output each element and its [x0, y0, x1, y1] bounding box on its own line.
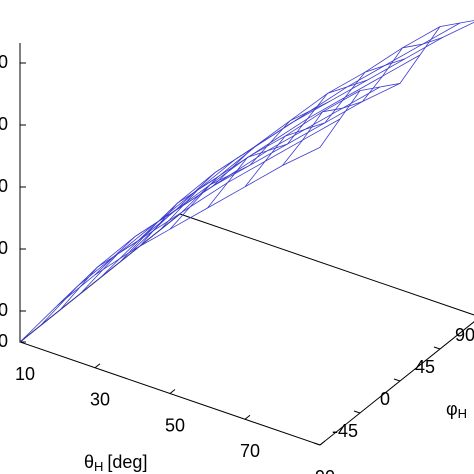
y-tick-label: 90: [455, 325, 474, 345]
z-tick-label: 10: [0, 300, 8, 320]
y-symbol: φ: [446, 399, 458, 419]
z-tick-label: 70: [0, 114, 8, 134]
mesh-line: [282, 37, 443, 166]
mesh-line: [19, 147, 321, 343]
y-sub: H: [458, 406, 467, 421]
mesh-line: [57, 176, 218, 306]
y-tick: [313, 442, 321, 446]
y-tick-label: 45: [415, 357, 435, 377]
x-tick: [169, 389, 176, 394]
x-tick-label: 50: [165, 415, 185, 435]
y-tick: [353, 410, 361, 414]
mesh-line: [79, 86, 381, 295]
mesh-line: [19, 213, 181, 343]
x-tick: [94, 363, 101, 369]
y-axis-title: φH: [446, 399, 467, 422]
y-tick-label: 0: [380, 389, 390, 409]
x-symbol: θ: [84, 452, 94, 472]
y-tick: [433, 346, 441, 350]
y-tick-label: -45: [332, 421, 358, 441]
z-tick-label: 90: [0, 52, 8, 72]
z-tick-label: 50: [0, 176, 8, 196]
x-axis-title: θH [deg]: [84, 452, 147, 474]
y-tick: [393, 378, 401, 382]
base-frame: [18, 213, 474, 446]
x-tick-label: 70: [240, 441, 260, 461]
x-sub: H: [94, 459, 103, 474]
x-tick: [319, 440, 326, 446]
x-tick-label: 30: [90, 390, 110, 410]
x-tick: [244, 414, 251, 420]
mesh-line: [207, 79, 368, 209]
mesh-line: [244, 58, 406, 188]
x-tick-label: 10: [15, 364, 35, 384]
base-back: [179, 213, 474, 316]
z-tick-label: 0: [0, 331, 8, 351]
mesh-line: [319, 20, 474, 148]
mesh-line: [132, 122, 293, 251]
z-tick-label: 30: [0, 238, 8, 258]
x-tick-label: 90: [315, 467, 335, 474]
x-unit: [deg]: [107, 452, 147, 472]
mesh-line: [169, 100, 331, 230]
